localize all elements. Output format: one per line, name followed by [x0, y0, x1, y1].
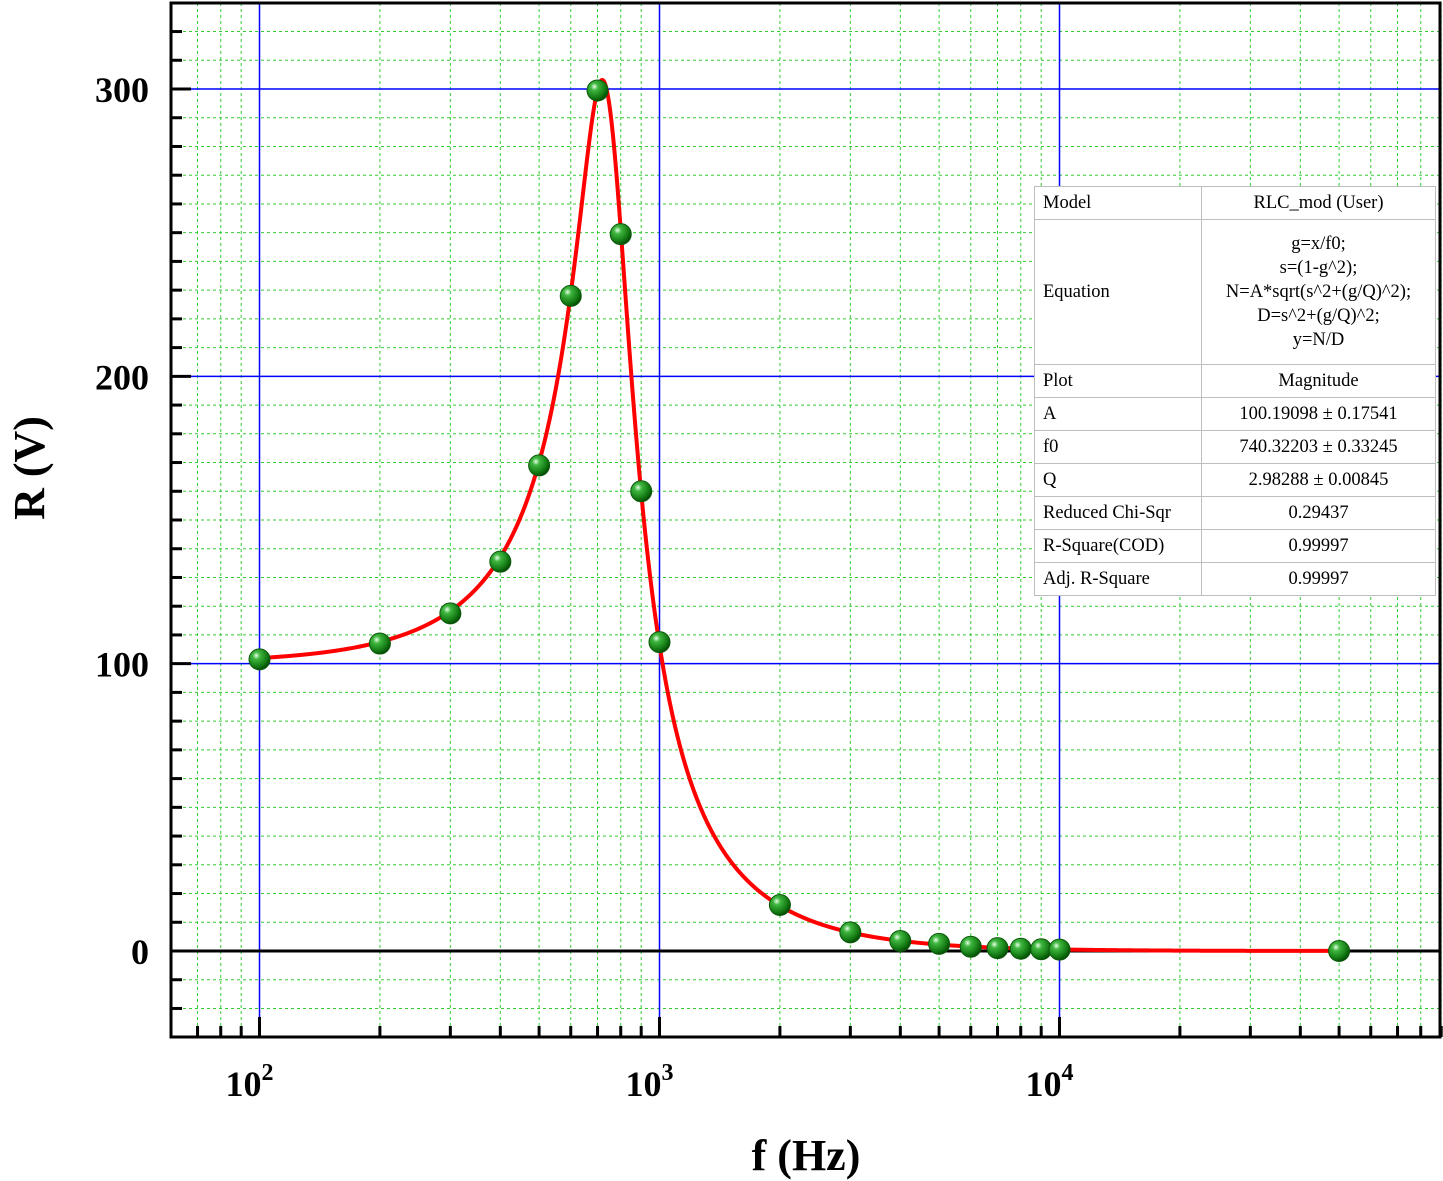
fit-line — [259, 77, 1340, 953]
equation-line: g=x/f0; — [1291, 234, 1346, 254]
data-point — [768, 894, 791, 917]
fit-results-table: Model RLC_mod (User) Equation g=x/f0; s=… — [1034, 186, 1436, 596]
data-point — [839, 921, 862, 944]
equation-line: N=A*sqrt(s^2+(g/Q)^2); — [1225, 282, 1412, 302]
equation-line: D=s^2+(g/Q)^2; — [1257, 306, 1380, 326]
table-row: f0 740.32203 ± 0.33245 — [1034, 430, 1436, 464]
data-point — [559, 284, 582, 307]
fit-value: Magnitude — [1201, 364, 1436, 398]
data-point — [1328, 940, 1351, 962]
data-point — [609, 223, 632, 246]
x-tick-labels: 102 103 104 — [226, 1060, 1074, 1104]
table-row: Model RLC_mod (User) — [1034, 186, 1436, 220]
fit-value: RLC_mod (User) — [1201, 186, 1436, 220]
fit-value: 2.98288 ± 0.00845 — [1201, 463, 1436, 497]
fit-equation: g=x/f0; s=(1-g^2); N=A*sqrt(s^2+(g/Q)^2)… — [1201, 219, 1436, 365]
data-point — [1009, 937, 1032, 960]
data-point — [928, 932, 951, 955]
fit-value: 0.99997 — [1201, 562, 1436, 596]
x-tick-label: 103 — [626, 1060, 674, 1104]
data-point — [889, 929, 912, 952]
fit-key: Adj. R-Square — [1034, 562, 1202, 596]
data-point — [248, 648, 271, 671]
fit-key: A — [1034, 397, 1202, 431]
axis-ticks — [171, 30, 1443, 1037]
fit-value: 740.32203 ± 0.33245 — [1201, 430, 1436, 464]
data-point — [439, 602, 462, 625]
y-tick-label: 300 — [95, 70, 149, 110]
fit-value: 0.99997 — [1201, 529, 1436, 563]
table-row: Q 2.98288 ± 0.00845 — [1034, 463, 1436, 497]
fit-key: Equation — [1034, 219, 1202, 365]
fit-key: Model — [1034, 186, 1202, 220]
fit-value: 0.29437 — [1201, 496, 1436, 530]
table-row: Plot Magnitude — [1034, 364, 1436, 398]
data-point — [586, 79, 609, 102]
table-row: A 100.19098 ± 0.17541 — [1034, 397, 1436, 431]
table-row: Reduced Chi-Sqr 0.29437 — [1034, 496, 1436, 530]
data-point — [489, 550, 512, 573]
x-tick-label: 102 — [226, 1060, 274, 1104]
data-point — [959, 935, 982, 958]
fit-curve — [259, 77, 1340, 953]
data-point — [368, 632, 391, 655]
data-points — [248, 79, 1351, 962]
equation-line: s=(1-g^2); — [1279, 258, 1358, 278]
table-row: R-Square(COD) 0.99997 — [1034, 529, 1436, 563]
y-tick-label: 100 — [95, 645, 149, 685]
data-point — [648, 631, 671, 654]
table-row: Adj. R-Square 0.99997 — [1034, 562, 1436, 596]
fit-value: 100.19098 ± 0.17541 — [1201, 397, 1436, 431]
fit-key: Q — [1034, 463, 1202, 497]
fit-key: R-Square(COD) — [1034, 529, 1202, 563]
y-tick-labels: 0 100 200 300 — [95, 70, 149, 972]
fit-key: f0 — [1034, 430, 1202, 464]
y-axis-title: R (V) — [5, 416, 54, 520]
table-row: Equation g=x/f0; s=(1-g^2); N=A*sqrt(s^2… — [1034, 219, 1436, 365]
y-tick-label: 0 — [131, 932, 149, 972]
equation-line: y=N/D — [1292, 330, 1345, 350]
data-point — [630, 480, 653, 503]
fit-key: Reduced Chi-Sqr — [1034, 496, 1202, 530]
major-grid — [171, 3, 1440, 1037]
x-tick-label: 104 — [1026, 1060, 1074, 1104]
data-point — [986, 937, 1009, 960]
y-tick-label: 200 — [95, 357, 149, 397]
data-point — [1048, 938, 1071, 961]
x-axis-title: f (Hz) — [752, 1131, 861, 1180]
data-point — [528, 454, 551, 477]
fit-key: Plot — [1034, 364, 1202, 398]
